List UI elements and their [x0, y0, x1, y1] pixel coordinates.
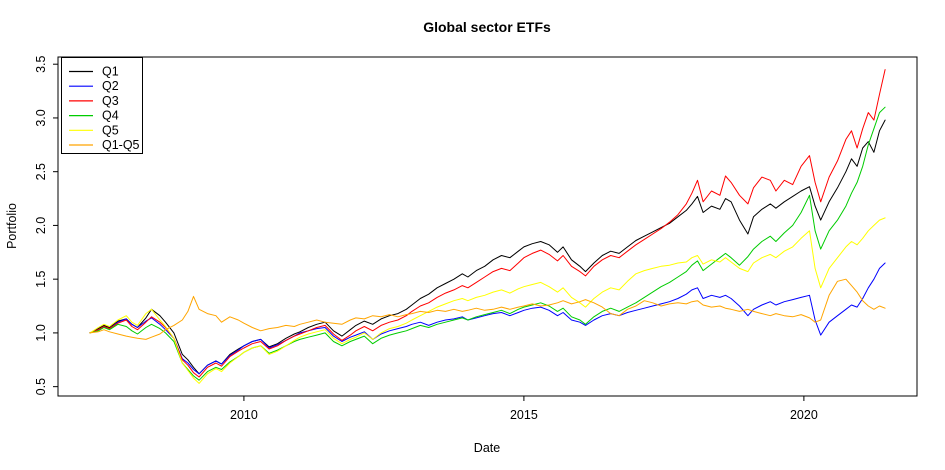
y-tick-label: 2.5	[34, 163, 48, 180]
chart-title: Global sector ETFs	[423, 19, 551, 35]
legend-label-q1-q5: Q1-Q5	[102, 138, 140, 152]
legend-label-q3: Q3	[102, 94, 119, 108]
plot-area: 2010 2015 2020 0.5 1.0 1.5 2.0 2.5 3.0 3.5	[34, 55, 918, 422]
series-line-q1	[89, 119, 886, 375]
y-tick-label: 2.0	[34, 217, 48, 234]
y-tick-label: 1.5	[34, 270, 48, 287]
y-tick-label: 3.5	[34, 55, 48, 72]
x-tick-label: 2020	[790, 408, 818, 422]
legend-label-q4: Q4	[102, 109, 119, 123]
series-line-q4	[89, 106, 886, 381]
y-tick-label: 0.5	[34, 378, 48, 395]
legend-label-q1: Q1	[102, 65, 119, 79]
y-axis-label: Portfolio	[5, 203, 19, 249]
y-tick-label: 1.0	[34, 324, 48, 341]
legend-box	[61, 57, 143, 154]
y-tick-label: 3.0	[34, 109, 48, 126]
legend-label-q5: Q5	[102, 123, 119, 137]
series-line-q2	[89, 262, 886, 375]
x-axis-label: Date	[474, 441, 500, 455]
series-line-q5	[89, 217, 886, 384]
series-line-q3	[89, 69, 886, 378]
series-line-q1-q5	[89, 278, 886, 340]
x-tick-label: 2010	[230, 408, 258, 422]
series-lines	[89, 69, 886, 384]
plot-box	[57, 56, 918, 397]
x-tick-label: 2015	[510, 408, 538, 422]
legend-label-q2: Q2	[102, 79, 119, 93]
